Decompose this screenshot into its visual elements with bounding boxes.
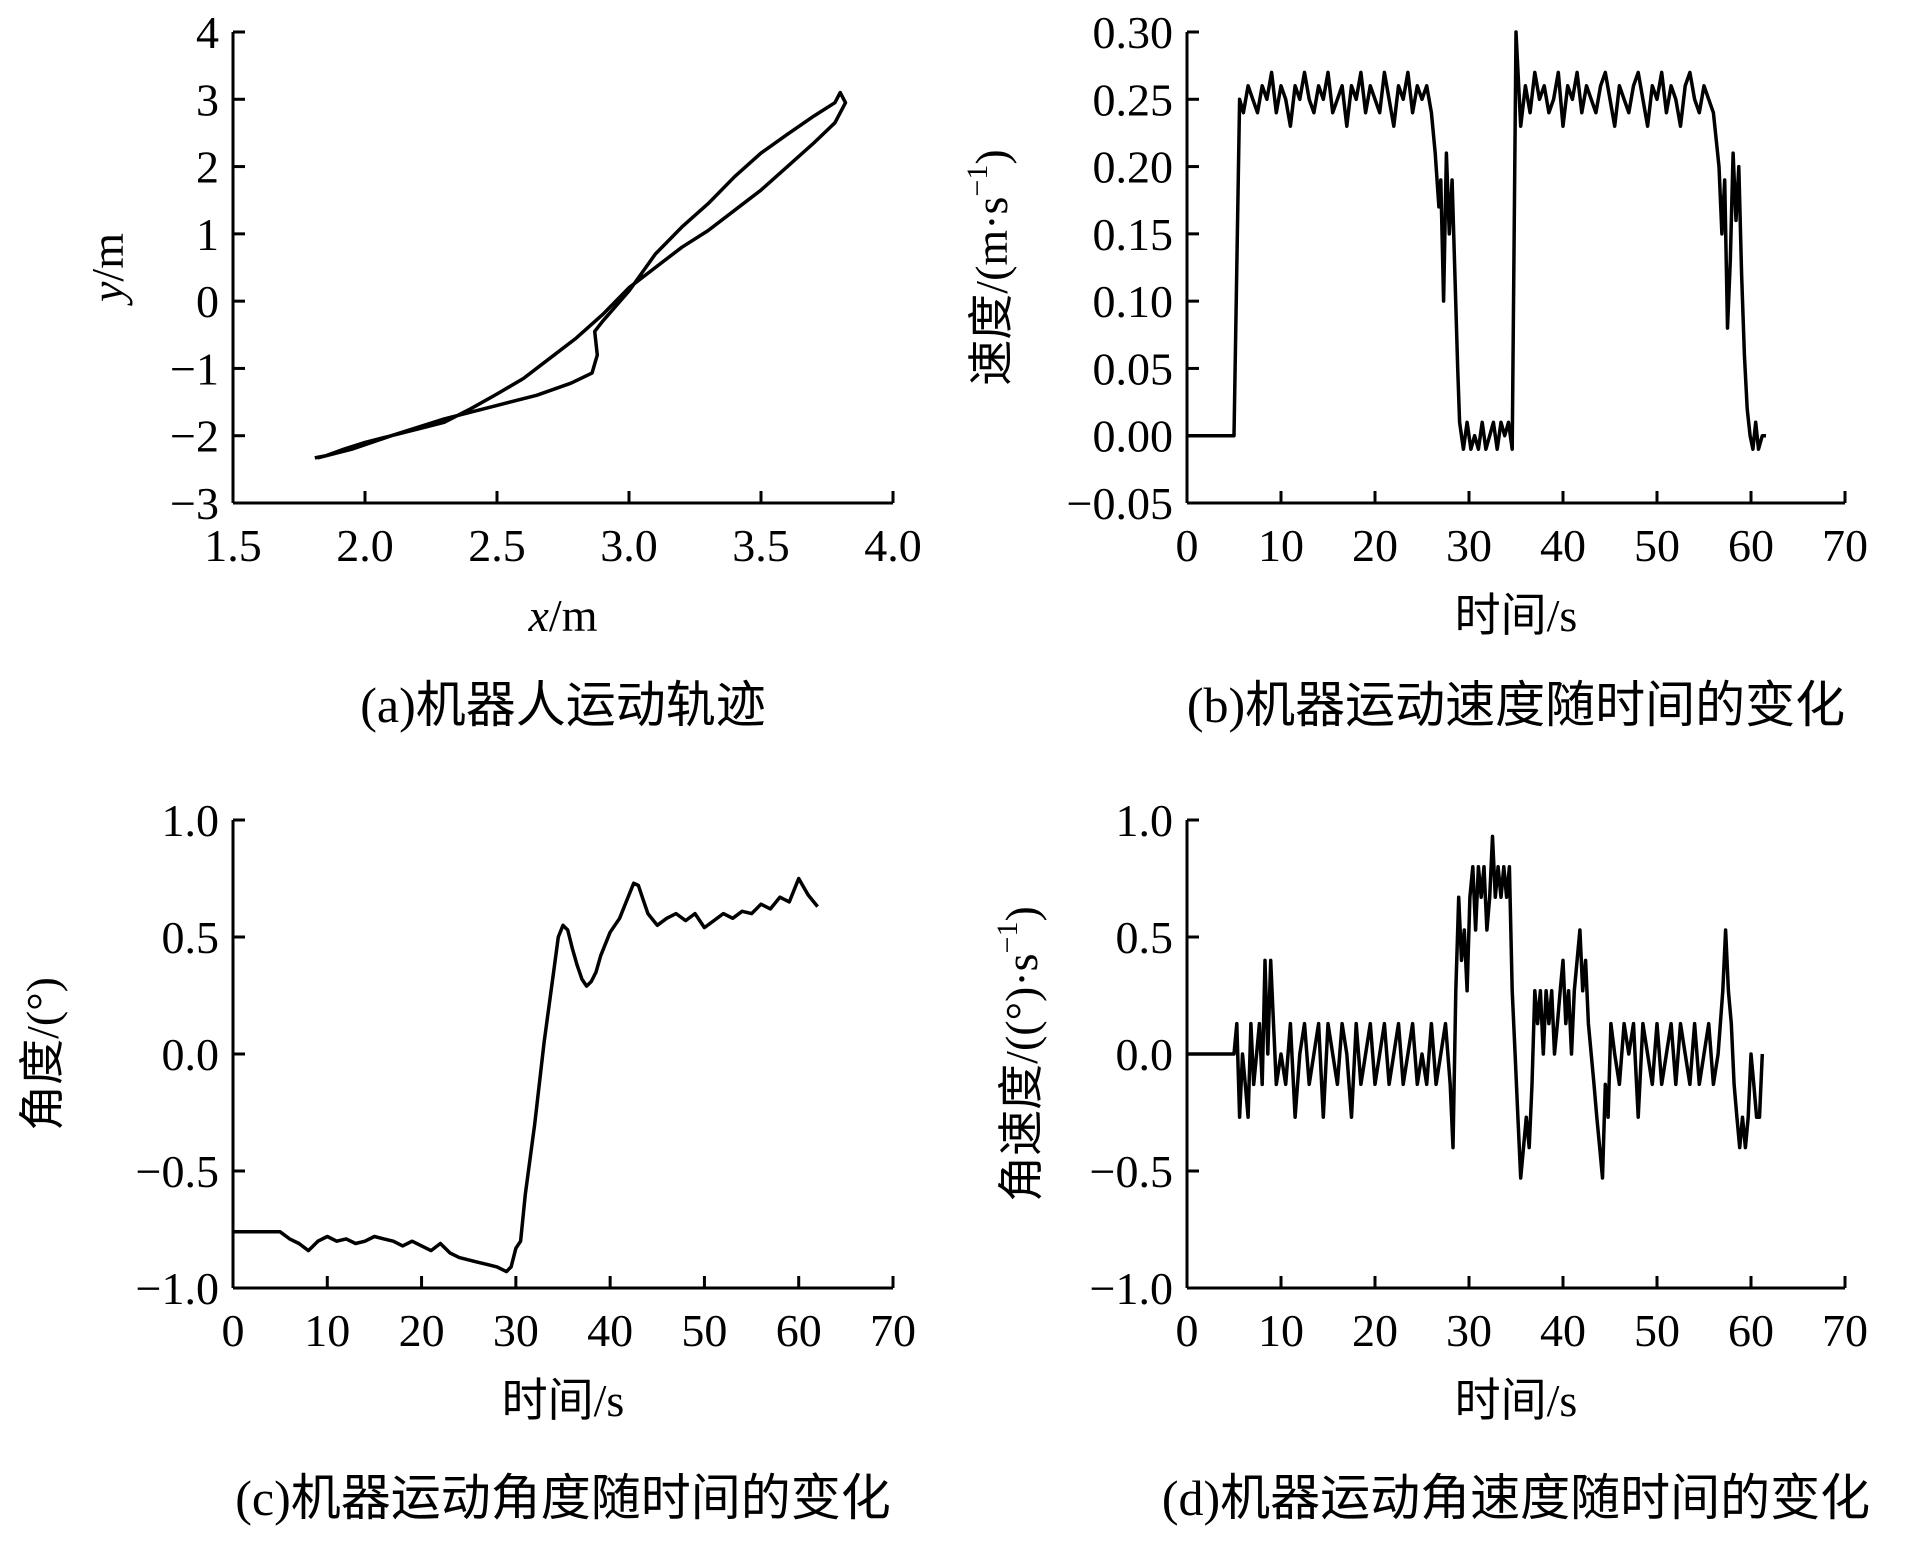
x-tick-label: 1.5 <box>204 520 262 571</box>
series-line-c <box>233 876 819 1274</box>
x-axis-label-var: x <box>528 590 550 641</box>
series-line-d <box>1187 834 1765 1180</box>
x-tick-label: 30 <box>1446 1305 1492 1356</box>
x-tick-label: 70 <box>1822 520 1868 571</box>
y-tick-label: 0.15 <box>1093 209 1174 260</box>
x-tick-label: 0 <box>222 1305 245 1356</box>
x-tick-label: 10 <box>1258 1305 1304 1356</box>
y-tick-label: 0.5 <box>162 912 220 963</box>
y-tick-label: 1.0 <box>162 795 220 846</box>
y-tick-label: 3 <box>196 74 219 125</box>
y-axis-label-main: 角度/(°) <box>17 977 68 1131</box>
y-axis-label: 角速度/((°)·s−1) <box>991 906 1047 1202</box>
y-tick-label: −2 <box>170 411 219 462</box>
x-tick-label: 40 <box>1540 520 1586 571</box>
y-tick-label: −3 <box>170 478 219 529</box>
y-axis-label-sup: −1 <box>991 922 1024 954</box>
y-tick-label: 0.00 <box>1093 411 1174 462</box>
y-axis-label-main: 角速度/((°)·s <box>996 953 1047 1201</box>
panel-caption: (b)机器运动速度随时间的变化 <box>1187 677 1845 733</box>
x-tick-label: 50 <box>1634 1305 1680 1356</box>
x-tick-label: 30 <box>1446 520 1492 571</box>
x-tick-label: 2.5 <box>468 520 526 571</box>
panel-caption: (a)机器人运动轨迹 <box>360 677 766 733</box>
y-tick-label: 2 <box>196 142 219 193</box>
series-line-a <box>314 90 848 460</box>
y-axis-label-end: ) <box>966 149 1017 164</box>
y-axis-label: 速度/(m·s−1) <box>961 149 1017 385</box>
x-tick-label: 60 <box>1728 1305 1774 1356</box>
x-axis-label: 时间/s <box>1455 590 1578 641</box>
y-axis-label-sup: −1 <box>961 165 994 197</box>
x-tick-label: 10 <box>304 1305 350 1356</box>
y-tick-label: −0.5 <box>1090 1146 1173 1197</box>
y-tick-label: −1 <box>170 343 219 394</box>
y-tick-label: 0.25 <box>1093 74 1174 125</box>
x-tick-label: 0 <box>1176 1305 1199 1356</box>
x-tick-label: 3.0 <box>600 520 658 571</box>
x-tick-label: 50 <box>1634 520 1680 571</box>
y-tick-label: −0.05 <box>1067 478 1173 529</box>
x-tick-label: 70 <box>1822 1305 1868 1356</box>
y-tick-label: 0 <box>196 276 219 327</box>
y-tick-label: 0.0 <box>162 1029 220 1080</box>
x-tick-label: 20 <box>1352 520 1398 571</box>
x-tick-label: 70 <box>870 1305 916 1356</box>
y-tick-label: 1.0 <box>1116 795 1174 846</box>
panel-caption: (c)机器运动角度随时间的变化 <box>235 1470 891 1526</box>
x-tick-label: 60 <box>776 1305 822 1356</box>
x-tick-label: 4.0 <box>864 520 922 571</box>
panel-c-angle: −1.0 −0.5 0.0 0.5 1.0 0 10 20 30 40 50 60 70 时间/s 角度/(… <box>17 795 916 1526</box>
y-tick-label: 0.30 <box>1093 7 1174 58</box>
x-tick-label: 30 <box>493 1305 539 1356</box>
y-tick-label: 4 <box>196 7 219 58</box>
x-tick-label: 10 <box>1258 520 1304 571</box>
y-axis-label-main: 速度/(m·s <box>966 197 1017 386</box>
y-axis-label-unit: /m <box>82 233 133 282</box>
y-tick-label: 0.10 <box>1093 276 1174 327</box>
panel-b-speed: −0.05 0.00 0.05 0.10 0.15 0.20 0.25 0.30 0 10 20 30… <box>961 7 1868 733</box>
series-line-b <box>1187 30 1766 451</box>
x-axis-label: 时间/s <box>1455 1375 1578 1426</box>
y-tick-label: 1 <box>196 209 219 260</box>
x-tick-label: 50 <box>681 1305 727 1356</box>
y-tick-label: 0.20 <box>1093 142 1174 193</box>
y-tick-label: 0.0 <box>1116 1029 1174 1080</box>
x-tick-label: 20 <box>1352 1305 1398 1356</box>
y-axis-label-var: y <box>82 281 133 306</box>
y-axis-label: 角度/(°) <box>17 977 68 1131</box>
x-tick-label: 3.5 <box>732 520 790 571</box>
y-tick-label: −1.0 <box>136 1263 219 1314</box>
x-axis-label: 时间/s <box>502 1375 625 1426</box>
y-tick-label: −0.5 <box>136 1146 219 1197</box>
y-axis-label: y/m <box>82 233 133 306</box>
x-tick-label: 40 <box>587 1305 633 1356</box>
y-axis-label-end: ) <box>996 906 1047 921</box>
y-tick-label: −1.0 <box>1090 1263 1173 1314</box>
y-tick-label: 0.5 <box>1116 912 1174 963</box>
panel-caption: (d)机器运动角速度随时间的变化 <box>1162 1470 1870 1526</box>
x-tick-label: 20 <box>399 1305 445 1356</box>
x-tick-label: 60 <box>1728 520 1774 571</box>
panel-d-angular-speed: −1.0 −0.5 0.0 0.5 1.0 0 10 20 30 40 50 60 70 时间/s 角速度/… <box>991 795 1870 1526</box>
y-tick-label: 0.05 <box>1093 343 1174 394</box>
x-axis-label-unit: /m <box>549 590 598 641</box>
x-tick-label: 2.0 <box>336 520 394 571</box>
x-tick-label: 40 <box>1540 1305 1586 1356</box>
x-axis-label: x/m <box>528 590 598 641</box>
x-tick-label: 0 <box>1176 520 1199 571</box>
